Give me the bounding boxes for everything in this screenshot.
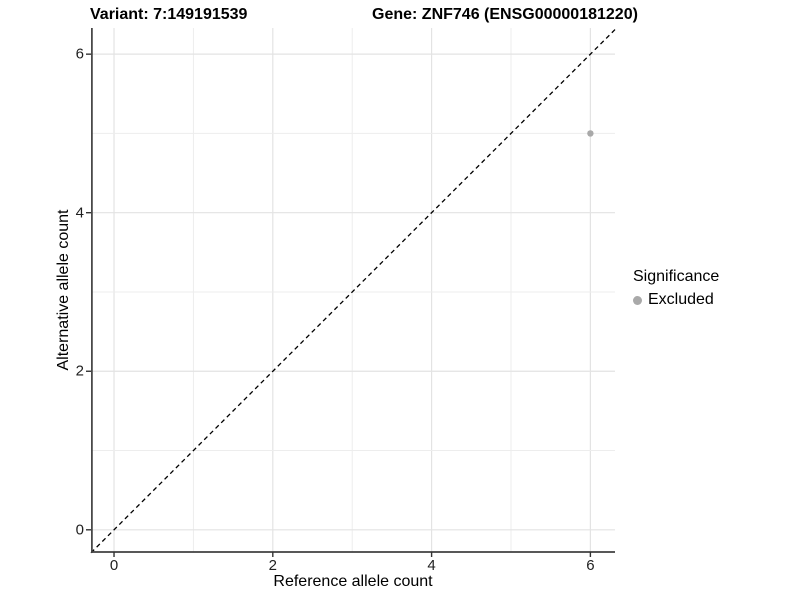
y-tick-label-4: 4 bbox=[75, 204, 84, 222]
variant-title: Variant: 7:149191539 bbox=[90, 6, 248, 23]
y-axis-title: Alternative allele count bbox=[55, 209, 72, 371]
y-tick-label-2: 2 bbox=[75, 362, 84, 380]
plot-panel bbox=[86, 27, 618, 557]
legend: Significance Excluded bbox=[633, 268, 719, 309]
data-point-excluded bbox=[587, 130, 594, 137]
x-tick-label-4: 4 bbox=[427, 557, 436, 574]
x-axis-title: Reference allele count bbox=[273, 573, 433, 590]
legend-entry-excluded: Excluded bbox=[633, 291, 719, 309]
y-tick-label-0: 0 bbox=[75, 521, 84, 539]
identity-dashed-line bbox=[90, 27, 618, 554]
x-tick-label-6: 6 bbox=[586, 557, 595, 574]
x-tick-label-0: 0 bbox=[109, 557, 119, 574]
legend-title: Significance bbox=[633, 268, 720, 285]
excluded-point-icon bbox=[633, 295, 642, 305]
gene-title: Gene: ZNF746 (ENSG00000181220) bbox=[372, 6, 638, 23]
y-tick-label-6: 6 bbox=[75, 45, 84, 63]
x-tick-label-2: 2 bbox=[268, 557, 277, 574]
legend-entry-label: Excluded bbox=[648, 291, 714, 308]
chart-canvas bbox=[86, 27, 618, 557]
